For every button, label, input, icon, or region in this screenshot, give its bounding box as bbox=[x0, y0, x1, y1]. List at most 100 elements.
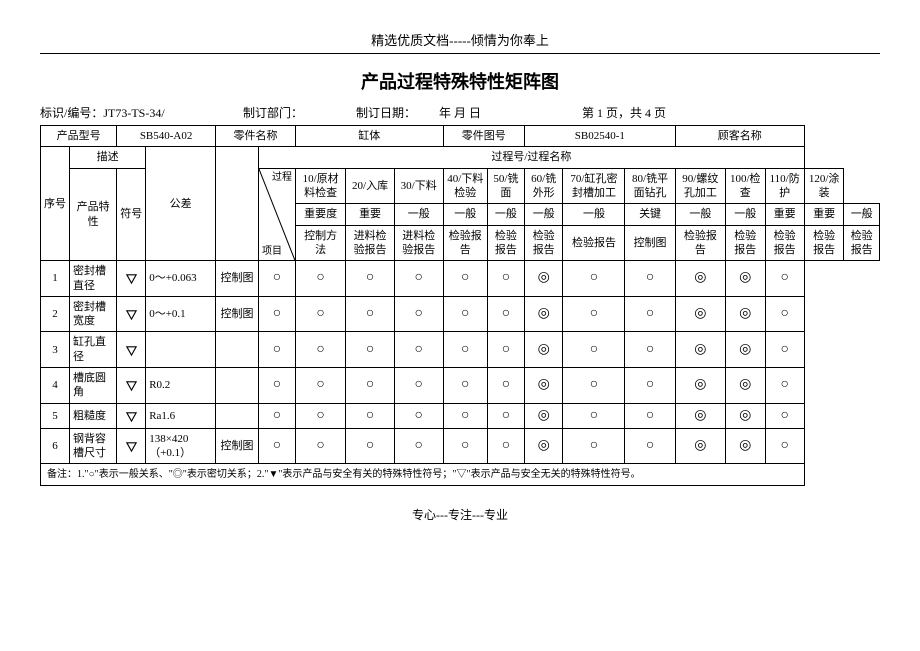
matrix-cell bbox=[524, 368, 563, 404]
ctrl-30: 检验报告 bbox=[443, 225, 487, 261]
matrix-cell bbox=[675, 428, 725, 464]
matrix-cell bbox=[765, 368, 804, 404]
matrix-cell bbox=[725, 261, 765, 297]
matrix-cell bbox=[487, 296, 524, 332]
matrix-cell bbox=[258, 368, 295, 404]
matrix-cell bbox=[394, 403, 443, 428]
row-char: 缸孔直径 bbox=[70, 332, 117, 368]
imp-120: 一般 bbox=[844, 204, 880, 225]
doc-title: 产品过程特殊特性矩阵图 bbox=[40, 68, 880, 94]
matrix-cell bbox=[675, 296, 725, 332]
row-num: 4 bbox=[41, 368, 70, 404]
row-ctrl: 控制图 bbox=[215, 428, 258, 464]
diag-top: 过程 bbox=[272, 171, 292, 184]
matrix-cell bbox=[524, 428, 563, 464]
row-num: 6 bbox=[41, 428, 70, 464]
matrix-cell bbox=[625, 428, 675, 464]
header-row-1: 产品型号 SB540-A02 零件名称 缸体 零件图号 SB02540-1 顾客… bbox=[41, 126, 880, 147]
matrix-cell bbox=[725, 332, 765, 368]
table-row: 6钢背容槽尺寸138×420（+0.1）控制图 bbox=[41, 428, 880, 464]
matrix-cell bbox=[563, 261, 625, 297]
proc-40: 40/下料检验 bbox=[443, 168, 487, 204]
matrix-cell bbox=[524, 332, 563, 368]
part-name-value: 缸体 bbox=[295, 126, 443, 147]
proc-90: 90/螺纹孔加工 bbox=[675, 168, 725, 204]
matrix-cell bbox=[295, 403, 345, 428]
matrix-cell bbox=[258, 296, 295, 332]
imp-110: 重要 bbox=[804, 204, 844, 225]
row-sym bbox=[117, 332, 146, 368]
matrix-cell bbox=[295, 296, 345, 332]
row-char: 密封槽宽度 bbox=[70, 296, 117, 332]
row-num: 5 bbox=[41, 403, 70, 428]
matrix-cell bbox=[725, 368, 765, 404]
matrix-cell bbox=[563, 296, 625, 332]
matrix-cell bbox=[765, 428, 804, 464]
ctrl-40: 检验报告 bbox=[487, 225, 524, 261]
meta-row: 标识/编号：JT73-TS-34/ 制订部门： 制订日期： 年 月 日 第 1 … bbox=[40, 104, 880, 123]
matrix-cell bbox=[258, 261, 295, 297]
matrix-cell bbox=[346, 296, 395, 332]
matrix-cell bbox=[295, 368, 345, 404]
prod-model-label: 产品型号 bbox=[41, 126, 117, 147]
header-rule bbox=[40, 53, 880, 54]
matrix-cell bbox=[765, 261, 804, 297]
row-ctrl: 控制图 bbox=[215, 261, 258, 297]
imp-50: 一般 bbox=[524, 204, 563, 225]
proc-10: 10/原材料检查 bbox=[295, 168, 345, 204]
matrix-cell bbox=[725, 403, 765, 428]
row-tol: R0.2 bbox=[146, 368, 216, 404]
row-ctrl: 控制图 bbox=[215, 296, 258, 332]
matrix-cell bbox=[487, 428, 524, 464]
col-tol: 公差 bbox=[146, 147, 216, 261]
row-sym bbox=[117, 368, 146, 404]
proc-50: 50/铣面 bbox=[487, 168, 524, 204]
matrix-cell bbox=[563, 403, 625, 428]
matrix-cell bbox=[625, 368, 675, 404]
proc-80: 80/铣平面钻孔 bbox=[625, 168, 675, 204]
imp-30: 一般 bbox=[443, 204, 487, 225]
ctrl-100: 检验报告 bbox=[765, 225, 804, 261]
prod-model-value: SB540-A02 bbox=[117, 126, 216, 147]
imp-70: 关键 bbox=[625, 204, 675, 225]
footnote-row: 备注：1."○"表示一般关系、"◎"表示密切关系；2."▼"表示产品与安全有关的… bbox=[41, 464, 880, 486]
meta-id: 标识/编号：JT73-TS-34/ bbox=[40, 104, 240, 123]
imp-80: 一般 bbox=[675, 204, 725, 225]
row-tol: 0～+0.1 bbox=[146, 296, 216, 332]
col-prod-char: 产品特性 bbox=[70, 168, 117, 260]
ctrl-80: 检验报告 bbox=[675, 225, 725, 261]
row-tol: Ra1.6 bbox=[146, 403, 216, 428]
ctrl-60: 检验报告 bbox=[563, 225, 625, 261]
row-sym bbox=[117, 428, 146, 464]
ctrl-20: 进料检验报告 bbox=[394, 225, 443, 261]
matrix-cell bbox=[346, 368, 395, 404]
doc-header: 精选优质文档-----倾情为你奉上 bbox=[40, 30, 880, 49]
table-row: 2密封槽宽度0～+0.1控制图 bbox=[41, 296, 880, 332]
imp-10: 重要 bbox=[346, 204, 395, 225]
doc-footer: 专心---专注---专业 bbox=[40, 506, 880, 523]
row-ctrl bbox=[215, 368, 258, 404]
matrix-cell bbox=[625, 296, 675, 332]
ctrl-90: 检验报告 bbox=[725, 225, 765, 261]
row-sym bbox=[117, 261, 146, 297]
matrix-table: 产品型号 SB540-A02 零件名称 缸体 零件图号 SB02540-1 顾客… bbox=[40, 125, 880, 486]
proc-120: 120/涂装 bbox=[804, 168, 844, 204]
row-ctrl bbox=[215, 332, 258, 368]
footnote-text: 备注：1."○"表示一般关系、"◎"表示密切关系；2."▼"表示产品与安全有关的… bbox=[41, 464, 805, 486]
row-num: 3 bbox=[41, 332, 70, 368]
matrix-cell bbox=[765, 332, 804, 368]
matrix-cell bbox=[563, 368, 625, 404]
matrix-cell bbox=[258, 403, 295, 428]
col-proc-group: 过程号/过程名称 bbox=[258, 147, 804, 168]
proc-110: 110/防护 bbox=[765, 168, 804, 204]
ctrl-50: 检验报告 bbox=[524, 225, 563, 261]
matrix-cell bbox=[258, 428, 295, 464]
matrix-cell bbox=[675, 261, 725, 297]
matrix-cell bbox=[295, 332, 345, 368]
matrix-cell bbox=[487, 403, 524, 428]
proc-70: 70/缸孔密封槽加工 bbox=[563, 168, 625, 204]
matrix-cell bbox=[346, 261, 395, 297]
matrix-cell bbox=[765, 403, 804, 428]
matrix-cell bbox=[563, 428, 625, 464]
diag-bot: 项目 bbox=[262, 245, 282, 258]
